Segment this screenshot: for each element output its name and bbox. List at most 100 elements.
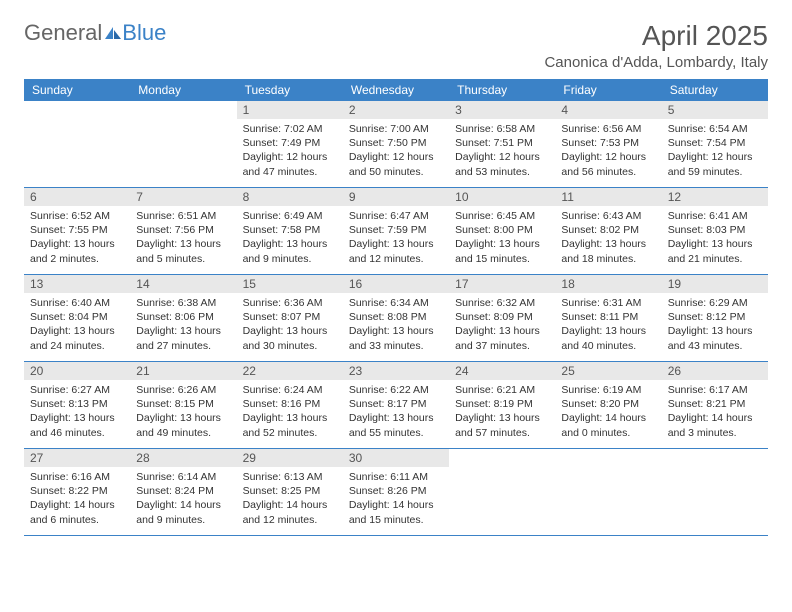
day-line-daylight1: Daylight: 14 hours (668, 411, 762, 425)
day-cell: 16Sunrise: 6:34 AMSunset: 8:08 PMDayligh… (343, 275, 449, 361)
day-line-daylight1: Daylight: 13 hours (243, 237, 337, 251)
day-number: 18 (555, 275, 661, 293)
day-line-daylight1: Daylight: 13 hours (30, 237, 124, 251)
day-line-sunrise: Sunrise: 6:22 AM (349, 383, 443, 397)
day-cell: 21Sunrise: 6:26 AMSunset: 8:15 PMDayligh… (130, 362, 236, 448)
day-cell (555, 449, 661, 535)
day-line-daylight2: and 21 minutes. (668, 252, 762, 266)
day-content: Sunrise: 6:26 AMSunset: 8:15 PMDaylight:… (130, 380, 236, 443)
day-number: 4 (555, 101, 661, 119)
calendar: SundayMondayTuesdayWednesdayThursdayFrid… (24, 79, 768, 536)
day-line-sunrise: Sunrise: 6:16 AM (30, 470, 124, 484)
day-line-sunset: Sunset: 8:06 PM (136, 310, 230, 324)
day-line-sunrise: Sunrise: 6:29 AM (668, 296, 762, 310)
week-row: 27Sunrise: 6:16 AMSunset: 8:22 PMDayligh… (24, 449, 768, 536)
day-line-daylight2: and 56 minutes. (561, 165, 655, 179)
day-content: Sunrise: 6:14 AMSunset: 8:24 PMDaylight:… (130, 467, 236, 530)
day-number: 26 (662, 362, 768, 380)
day-line-sunrise: Sunrise: 6:14 AM (136, 470, 230, 484)
day-line-sunrise: Sunrise: 6:26 AM (136, 383, 230, 397)
day-line-sunrise: Sunrise: 6:36 AM (243, 296, 337, 310)
day-content: Sunrise: 6:45 AMSunset: 8:00 PMDaylight:… (449, 206, 555, 269)
day-line-sunrise: Sunrise: 6:47 AM (349, 209, 443, 223)
day-line-daylight2: and 5 minutes. (136, 252, 230, 266)
day-number: 7 (130, 188, 236, 206)
day-line-daylight2: and 6 minutes. (30, 513, 124, 527)
day-line-daylight2: and 30 minutes. (243, 339, 337, 353)
day-line-sunrise: Sunrise: 6:41 AM (668, 209, 762, 223)
day-cell: 19Sunrise: 6:29 AMSunset: 8:12 PMDayligh… (662, 275, 768, 361)
day-line-sunset: Sunset: 8:21 PM (668, 397, 762, 411)
day-number: 19 (662, 275, 768, 293)
day-line-daylight2: and 33 minutes. (349, 339, 443, 353)
day-line-daylight1: Daylight: 13 hours (455, 324, 549, 338)
day-number: 11 (555, 188, 661, 206)
day-line-sunset: Sunset: 8:25 PM (243, 484, 337, 498)
day-cell: 2Sunrise: 7:00 AMSunset: 7:50 PMDaylight… (343, 101, 449, 187)
day-line-sunset: Sunset: 8:26 PM (349, 484, 443, 498)
day-line-daylight2: and 59 minutes. (668, 165, 762, 179)
day-number: 30 (343, 449, 449, 467)
day-line-sunrise: Sunrise: 6:40 AM (30, 296, 124, 310)
logo-text-blue: Blue (122, 20, 166, 46)
day-content: Sunrise: 6:29 AMSunset: 8:12 PMDaylight:… (662, 293, 768, 356)
week-row: 6Sunrise: 6:52 AMSunset: 7:55 PMDaylight… (24, 188, 768, 275)
day-line-daylight2: and 9 minutes. (136, 513, 230, 527)
day-line-sunset: Sunset: 7:54 PM (668, 136, 762, 150)
logo-text-general: General (24, 20, 102, 46)
day-content: Sunrise: 6:41 AMSunset: 8:03 PMDaylight:… (662, 206, 768, 269)
day-header: Sunday (24, 79, 130, 101)
day-line-sunset: Sunset: 8:12 PM (668, 310, 762, 324)
day-cell: 25Sunrise: 6:19 AMSunset: 8:20 PMDayligh… (555, 362, 661, 448)
day-content: Sunrise: 6:16 AMSunset: 8:22 PMDaylight:… (24, 467, 130, 530)
day-line-daylight2: and 37 minutes. (455, 339, 549, 353)
day-line-sunset: Sunset: 8:02 PM (561, 223, 655, 237)
day-line-sunset: Sunset: 7:58 PM (243, 223, 337, 237)
day-line-daylight2: and 15 minutes. (455, 252, 549, 266)
day-line-sunrise: Sunrise: 6:45 AM (455, 209, 549, 223)
day-number: 2 (343, 101, 449, 119)
day-headers-row: SundayMondayTuesdayWednesdayThursdayFrid… (24, 79, 768, 101)
day-line-sunset: Sunset: 8:24 PM (136, 484, 230, 498)
day-content: Sunrise: 6:19 AMSunset: 8:20 PMDaylight:… (555, 380, 661, 443)
day-line-daylight2: and 53 minutes. (455, 165, 549, 179)
day-cell: 27Sunrise: 6:16 AMSunset: 8:22 PMDayligh… (24, 449, 130, 535)
day-header: Wednesday (343, 79, 449, 101)
day-number: 8 (237, 188, 343, 206)
day-line-daylight1: Daylight: 13 hours (136, 324, 230, 338)
day-header: Tuesday (237, 79, 343, 101)
day-content: Sunrise: 6:43 AMSunset: 8:02 PMDaylight:… (555, 206, 661, 269)
day-number: 22 (237, 362, 343, 380)
day-line-sunset: Sunset: 8:16 PM (243, 397, 337, 411)
day-line-sunset: Sunset: 8:03 PM (668, 223, 762, 237)
day-cell: 18Sunrise: 6:31 AMSunset: 8:11 PMDayligh… (555, 275, 661, 361)
day-content: Sunrise: 6:58 AMSunset: 7:51 PMDaylight:… (449, 119, 555, 182)
day-cell (24, 101, 130, 187)
day-content: Sunrise: 6:27 AMSunset: 8:13 PMDaylight:… (24, 380, 130, 443)
day-content: Sunrise: 6:32 AMSunset: 8:09 PMDaylight:… (449, 293, 555, 356)
day-cell (449, 449, 555, 535)
day-line-sunrise: Sunrise: 6:24 AM (243, 383, 337, 397)
day-content: Sunrise: 6:22 AMSunset: 8:17 PMDaylight:… (343, 380, 449, 443)
day-line-daylight1: Daylight: 12 hours (455, 150, 549, 164)
day-cell: 8 Sunrise: 6:49 AMSunset: 7:58 PMDaylight… (237, 188, 343, 274)
day-number: 17 (449, 275, 555, 293)
day-cell: 10Sunrise: 6:45 AMSunset: 8:00 PMDayligh… (449, 188, 555, 274)
day-line-daylight1: Daylight: 13 hours (30, 324, 124, 338)
day-number: 10 (449, 188, 555, 206)
day-line-daylight1: Daylight: 13 hours (668, 324, 762, 338)
day-line-sunset: Sunset: 8:15 PM (136, 397, 230, 411)
day-number: 21 (130, 362, 236, 380)
day-line-daylight2: and 24 minutes. (30, 339, 124, 353)
day-number: 20 (24, 362, 130, 380)
day-line-sunrise: Sunrise: 6:54 AM (668, 122, 762, 136)
day-line-daylight2: and 12 minutes. (243, 513, 337, 527)
day-line-sunset: Sunset: 8:20 PM (561, 397, 655, 411)
day-line-sunset: Sunset: 8:11 PM (561, 310, 655, 324)
day-number: 13 (24, 275, 130, 293)
day-line-sunrise: Sunrise: 6:49 AM (243, 209, 337, 223)
day-cell: 7Sunrise: 6:51 AMSunset: 7:56 PMDaylight… (130, 188, 236, 274)
day-line-daylight2: and 55 minutes. (349, 426, 443, 440)
day-cell: 15Sunrise: 6:36 AMSunset: 8:07 PMDayligh… (237, 275, 343, 361)
day-line-sunrise: Sunrise: 6:52 AM (30, 209, 124, 223)
